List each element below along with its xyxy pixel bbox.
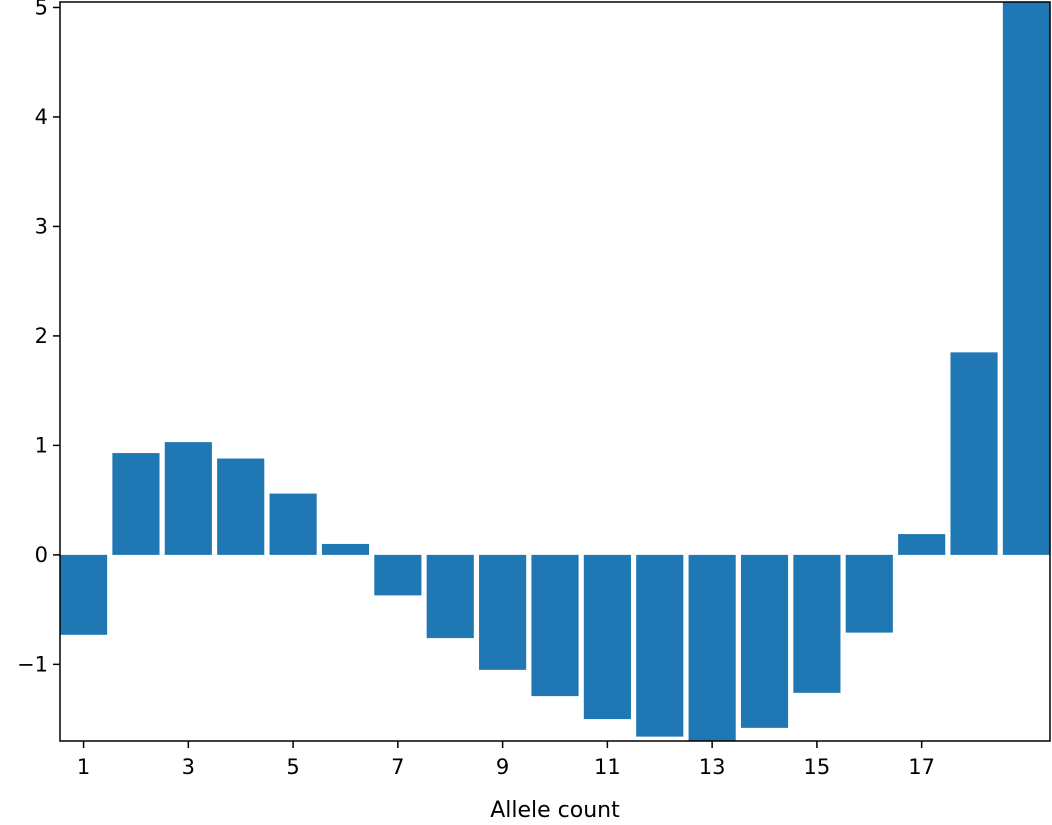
bar-14 bbox=[740, 554, 789, 728]
bar-17 bbox=[898, 534, 946, 555]
bars-layer bbox=[60, 2, 1050, 741]
bar-13 bbox=[688, 554, 736, 741]
y-axis: −1 0 1 2 3 4 5 bbox=[17, 0, 60, 676]
bar-3 bbox=[164, 442, 212, 555]
y-tick-label: 3 bbox=[35, 214, 48, 238]
x-tick-label: 15 bbox=[804, 755, 831, 779]
x-tick-label: 13 bbox=[699, 755, 726, 779]
bar-1 bbox=[60, 554, 108, 635]
y-tick-label: −1 bbox=[17, 652, 48, 676]
bar-12 bbox=[636, 554, 684, 737]
bar-18 bbox=[950, 352, 998, 555]
y-tick-label: 2 bbox=[35, 324, 48, 348]
bar-16 bbox=[845, 554, 893, 633]
bar-5 bbox=[269, 493, 317, 555]
x-axis-label: Allele count bbox=[490, 798, 620, 823]
bar-9 bbox=[479, 554, 527, 670]
x-tick-label: 5 bbox=[286, 755, 299, 779]
bar-4 bbox=[217, 458, 265, 555]
bar-19 bbox=[1002, 2, 1050, 555]
x-tick-label: 17 bbox=[908, 755, 935, 779]
x-tick-label: 1 bbox=[77, 755, 90, 779]
bar-6 bbox=[321, 543, 370, 555]
bar-15 bbox=[793, 554, 841, 693]
bar-10 bbox=[531, 554, 579, 697]
bar-11 bbox=[583, 554, 631, 720]
x-tick-label: 9 bbox=[496, 755, 509, 779]
y-tick-label: 1 bbox=[35, 433, 48, 457]
bar-7 bbox=[374, 554, 422, 596]
y-tick-label: 5 bbox=[35, 0, 48, 19]
x-axis: 1 3 5 7 9 11 13 15 17 bbox=[77, 741, 935, 779]
y-tick-label: 4 bbox=[35, 105, 48, 129]
y-tick-label: 0 bbox=[35, 543, 48, 567]
plot-frame bbox=[59, 1, 1051, 742]
bar-8 bbox=[426, 554, 474, 639]
bar-2 bbox=[112, 453, 160, 555]
x-tick-label: 11 bbox=[594, 755, 621, 779]
x-tick-label: 3 bbox=[182, 755, 195, 779]
x-tick-label: 7 bbox=[391, 755, 404, 779]
